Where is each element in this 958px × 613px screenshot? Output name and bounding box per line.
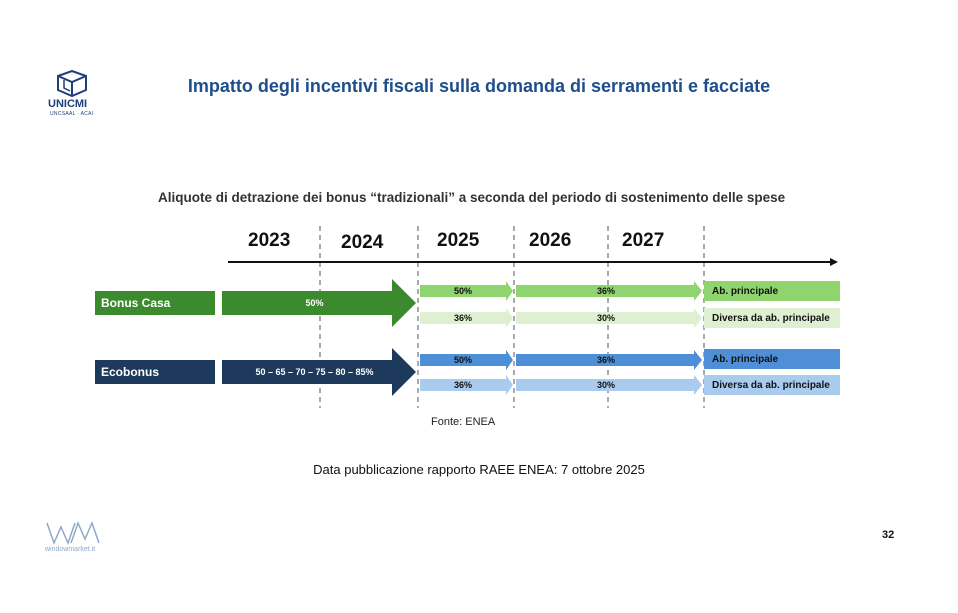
ecobonus-other-2026-2027-arrow — [516, 375, 702, 395]
ecobonus-other-2025-arrow — [420, 375, 513, 395]
unicmi-logo-icon — [57, 70, 87, 98]
tag-bonus-casa-other: Diversa da ab. principale — [704, 308, 840, 328]
bonus-casa-2023-2024-rate: 50% — [305, 298, 324, 308]
timeline-arrowhead — [830, 258, 838, 266]
source-note: Fonte: ENEA — [431, 416, 496, 428]
ecobonus-principal-2026-2027-rate: 36% — [596, 355, 615, 365]
bonus-casa-other-2026-2027-rate: 30% — [596, 313, 615, 323]
bonus-casa-principal-2026-2027-arrow — [516, 281, 702, 301]
windowmarket-logo-icon — [46, 520, 100, 546]
year-2026: 2026 — [529, 230, 572, 251]
brand-text: windowmarket.it — [45, 546, 96, 553]
bonus-casa-principal-2025-arrow — [420, 281, 513, 301]
row-label-ecobonus: Ecobonus — [95, 360, 215, 384]
publication-date: Data pubblicazione rapporto RAEE ENEA: 7… — [313, 462, 645, 477]
ecobonus-2023-2024-rate: 50 – 65 – 70 – 75 – 80 – 85% — [255, 367, 374, 377]
logo-subtext: UNCSAAL · ACAI — [50, 111, 94, 117]
tag-bonus-casa-principal: Ab. principale — [704, 281, 840, 301]
ecobonus-principal-2025-rate: 50% — [453, 355, 472, 365]
page-title: Impatto degli incentivi fiscali sulla do… — [187, 76, 771, 96]
year-2027: 2027 — [622, 230, 665, 251]
ecobonus-principal-2026-2027-arrow — [516, 350, 702, 370]
row-label-bonus-casa: Bonus Casa — [95, 291, 215, 315]
bonus-casa-principal-2026-2027-rate: 36% — [596, 286, 615, 296]
year-2025: 2025 — [437, 230, 480, 251]
logo-text: UNICMI — [48, 98, 88, 110]
ecobonus-other-2026-2027-rate: 30% — [596, 380, 615, 390]
tag-ecobonus-principal: Ab. principale — [704, 349, 840, 369]
page-number: 32 — [882, 529, 895, 541]
ecobonus-2023-2024-arrow — [222, 348, 416, 396]
bonus-casa-other-2025-rate: 36% — [453, 313, 472, 323]
tag-ecobonus-other: Diversa da ab. principale — [704, 375, 840, 395]
diagram-subtitle: Aliquote di detrazione dei bonus “tradiz… — [158, 190, 786, 205]
ecobonus-principal-2025-arrow — [420, 350, 513, 370]
bonus-casa-other-2026-2027-arrow — [516, 308, 702, 328]
ecobonus-other-2025-rate: 36% — [453, 380, 472, 390]
bonus-casa-other-2025-arrow — [420, 308, 513, 328]
bonus-casa-principal-2025-rate: 50% — [453, 286, 472, 296]
year-2024: 2024 — [341, 232, 384, 253]
bonus-casa-2023-2024-arrow — [222, 279, 416, 327]
year-2023: 2023 — [248, 230, 291, 251]
